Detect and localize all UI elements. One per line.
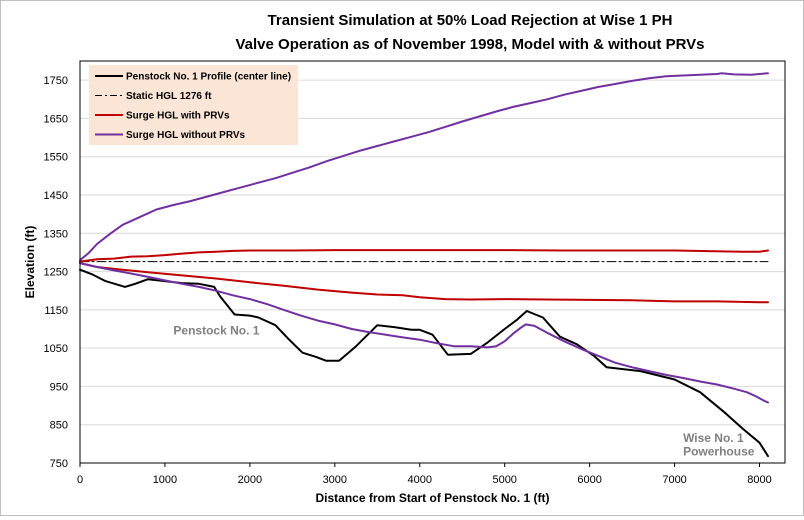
y-tick-label: 1150	[44, 305, 68, 317]
legend-box	[89, 65, 298, 145]
y-tick-label: 1550	[44, 152, 68, 164]
y-axis-label: Elevation (ft)	[23, 226, 37, 299]
legend: Penstock No. 1 Profile (center line) Stat…	[89, 65, 298, 145]
x-axis-label: Distance from Start of Penstock No. 1 (f…	[315, 491, 549, 505]
y-tick-label: 950	[50, 381, 68, 393]
annotation-label: Powerhouse	[683, 444, 755, 458]
y-tick-label: 1350	[44, 228, 68, 240]
series-line-6	[79, 262, 769, 404]
y-tick-label: 1250	[44, 267, 68, 279]
y-tick-label: 850	[50, 420, 68, 432]
series-line-1	[79, 268, 769, 458]
legend-label: Static HGL 1276 ft	[126, 91, 212, 102]
legend-label: Surge HGL without PRVs	[126, 130, 246, 141]
series-line-5	[79, 72, 769, 262]
y-tick-label: 750	[50, 458, 68, 470]
x-tick-label: 8000	[747, 474, 771, 486]
chart-title-line-2: Valve Operation as of November 1998, Mod…	[235, 36, 704, 53]
x-tick-label: 5000	[492, 474, 516, 486]
series-line-4	[79, 262, 769, 304]
x-tick-label: 4000	[408, 474, 432, 486]
annotation-label: Penstock No. 1	[173, 324, 259, 338]
x-tick-label: 1000	[153, 474, 177, 486]
annotation-label: Wise No. 1	[683, 431, 744, 445]
x-tick-label: 2000	[238, 474, 262, 486]
x-tick-labels: 0 1000 2000 3000 4000 5000 6000 7000 8000	[77, 463, 772, 486]
series-layer	[79, 72, 769, 458]
x-tick-label: 3000	[323, 474, 347, 486]
x-tick-label: 0	[77, 474, 83, 486]
y-tick-label: 1650	[44, 113, 68, 125]
chart-title-line-1: Transient Simulation at 50% Load Rejecti…	[268, 12, 673, 29]
x-tick-label: 6000	[577, 474, 601, 486]
y-tick-label: 1050	[44, 343, 68, 355]
y-tick-label: 1750	[44, 75, 68, 87]
legend-label: Surge HGL with PRVs	[126, 111, 230, 122]
legend-label: Penstock No. 1 Profile (center line)	[126, 72, 291, 83]
plot-area-border	[79, 60, 786, 464]
y-tick-label: 1450	[44, 190, 68, 202]
y-tick-labels: 750 850 950 1050 1150 1250 1350 1450 1550 1650 175…	[44, 75, 68, 470]
series-line-3	[79, 249, 769, 263]
x-tick-label: 7000	[662, 474, 686, 486]
